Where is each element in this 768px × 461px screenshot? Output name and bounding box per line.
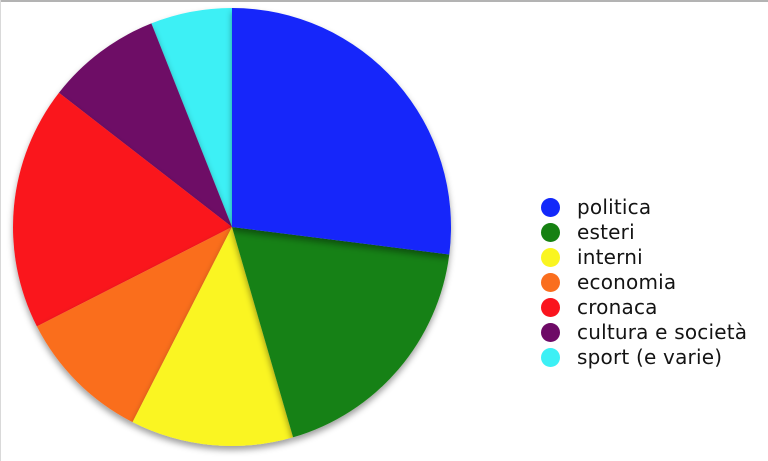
legend-item: cronaca: [541, 295, 747, 320]
pie-slice-cronaca: [13, 92, 232, 327]
pie-slice-sport-e-varie: [151, 8, 232, 227]
legend-label: cronaca: [577, 295, 658, 319]
legend-label: economia: [577, 270, 677, 294]
legend-item: politica: [541, 195, 747, 220]
legend-label: esteri: [577, 220, 635, 244]
legend-item: economia: [541, 270, 747, 295]
legend-swatch-circle: [541, 198, 560, 217]
legend-swatch-circle: [541, 248, 560, 267]
legend-item: interni: [541, 245, 747, 270]
pie-slice-politica: [232, 8, 451, 255]
legend-item: esteri: [541, 220, 747, 245]
legend-swatch-circle: [541, 223, 560, 242]
pie-slice-cultura-e-societ: [58, 23, 233, 227]
pie-slice-esteri: [232, 227, 450, 438]
legend-item: cultura e società: [541, 320, 747, 345]
legend-label: politica: [577, 195, 652, 219]
legend-swatch-circle: [541, 273, 560, 292]
legend-label: sport (e varie): [577, 345, 723, 369]
legend-label: interni: [577, 245, 643, 269]
top-border: [0, 0, 768, 2]
legend-item: sport (e varie): [541, 345, 747, 370]
legend-label: cultura e società: [577, 320, 748, 344]
legend-swatch-circle: [541, 323, 560, 342]
pie-slice-interni: [132, 227, 294, 446]
legend-swatch-circle: [541, 298, 560, 317]
legend-swatch-circle: [541, 348, 560, 367]
left-border: [0, 0, 1, 461]
pie-slices: [13, 8, 451, 446]
chart-legend: politica esteri interni economia cronaca…: [541, 195, 747, 370]
pie-slice-economia: [36, 227, 233, 423]
